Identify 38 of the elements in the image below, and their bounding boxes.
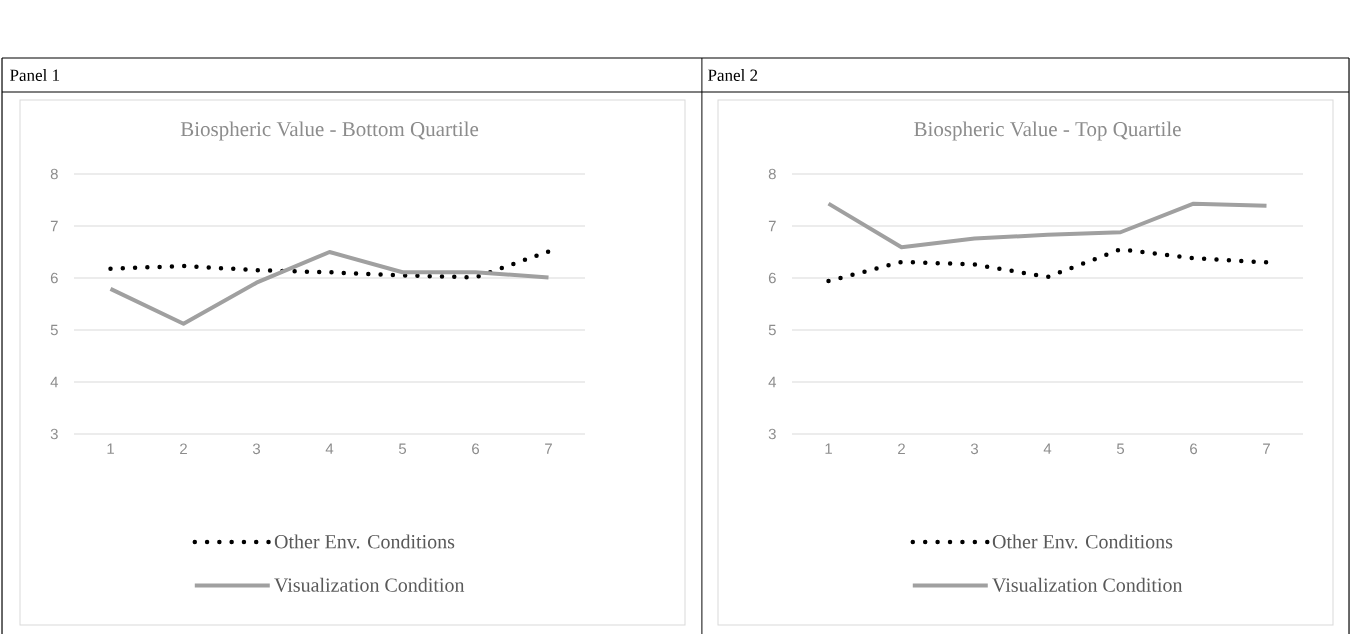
x-tick-label: 7 <box>545 443 552 455</box>
legend-label: Visualization Condition <box>274 577 465 593</box>
x-tick-label: 7 <box>1263 443 1270 455</box>
x-tick-label: 3 <box>970 443 979 455</box>
y-tick-label: 5 <box>50 324 58 336</box>
x-tick-label: 1 <box>107 443 114 455</box>
text: Panel 1 <box>10 69 60 82</box>
y-tick-label: 4 <box>50 377 59 388</box>
y-tick-label: 8 <box>50 168 58 180</box>
chart-title: Biospheric Value - Bottom Quartile <box>180 121 479 141</box>
text: Panel 2 <box>708 69 758 82</box>
y-tick-label: 3 <box>50 428 58 440</box>
x-tick-label: 5 <box>1116 443 1125 455</box>
x-tick-label: 5 <box>398 443 407 455</box>
x-tick-label: 6 <box>1190 443 1198 455</box>
legend-label: Other Env. Conditions <box>992 534 1173 549</box>
line-series <box>826 201 1269 250</box>
y-tick-label: 7 <box>768 221 776 232</box>
y-tick-label: 3 <box>768 428 776 440</box>
y-tick-label: 8 <box>768 168 776 180</box>
y-tick-label: 4 <box>768 377 777 388</box>
y-tick-label: 6 <box>50 272 58 284</box>
legend-label: Visualization Condition <box>992 577 1183 593</box>
y-tick-label: 6 <box>768 272 776 284</box>
x-tick-label: 6 <box>472 443 480 455</box>
x-tick-label: 3 <box>252 443 261 455</box>
x-tick-label: 2 <box>898 443 905 455</box>
line-series <box>108 250 551 326</box>
y-tick-label: 7 <box>50 221 58 232</box>
x-tick-label: 4 <box>1043 443 1052 455</box>
legend-label: Other Env. Conditions <box>274 534 455 549</box>
line-series <box>108 249 551 280</box>
x-tick-label: 4 <box>325 443 334 455</box>
chart-title: Biospheric Value - Top Quartile <box>914 121 1181 141</box>
y-tick-label: 5 <box>768 324 776 336</box>
x-tick-label: 1 <box>825 443 832 455</box>
x-tick-label: 2 <box>180 443 187 455</box>
line-series <box>826 247 1269 284</box>
